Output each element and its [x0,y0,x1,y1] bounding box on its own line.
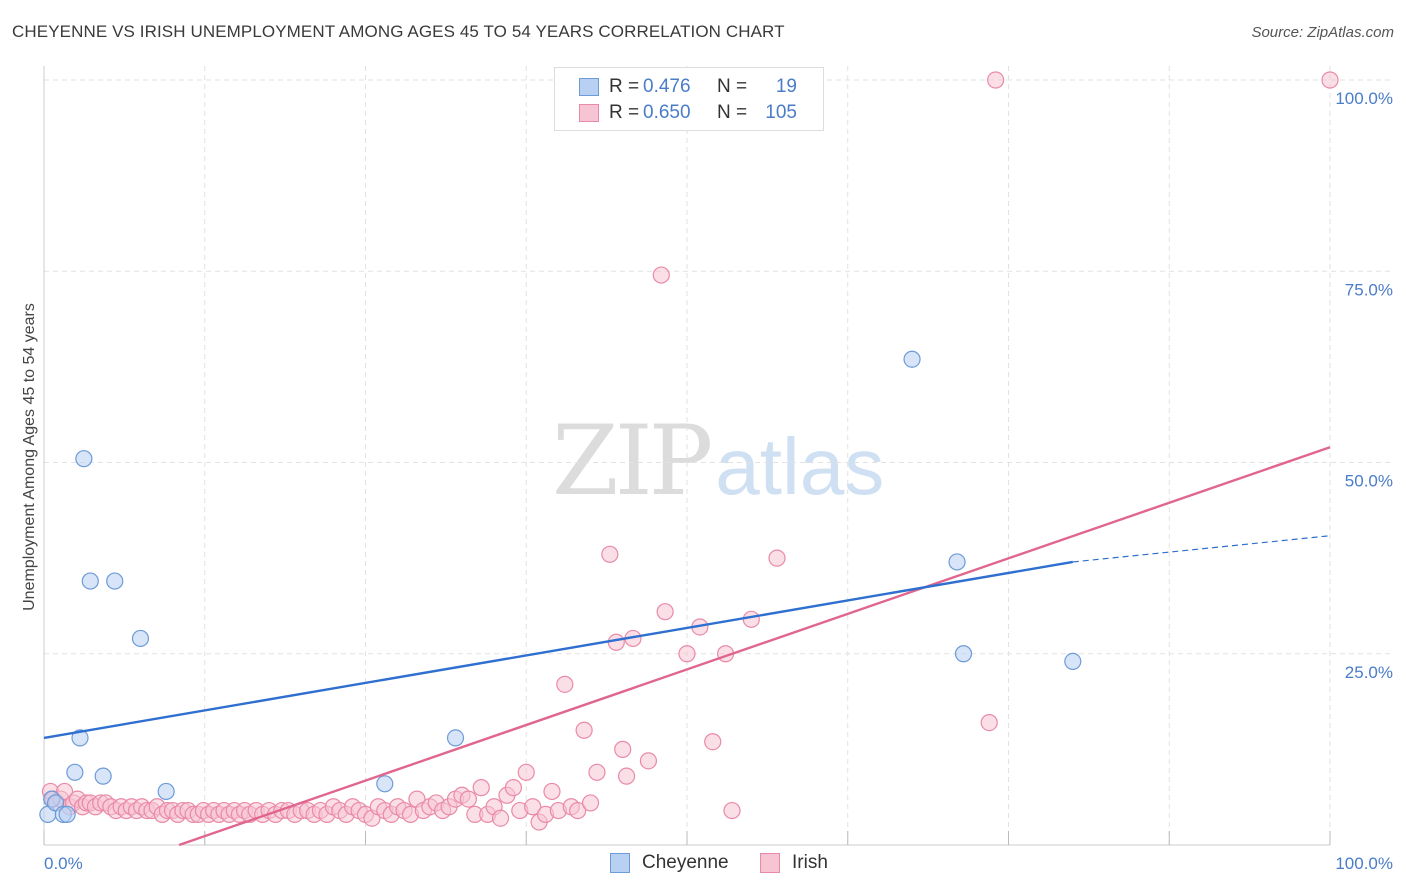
cheyenne-legend-swatch [610,853,630,873]
irish-point [1321,71,1339,89]
series-legend: Cheyenne Irish [0,852,1406,878]
irish-point [704,733,722,751]
cheyenne-point [94,767,112,785]
irish-point [524,798,542,816]
cheyenne-point [66,763,84,781]
irish-point [569,801,587,820]
irish-point [575,721,593,739]
cheyenne-point [954,645,973,663]
source-credit: Source: ZipAtlas.com [1251,24,1394,41]
legend-n-label: N = [717,76,748,97]
irish-point [601,545,619,563]
trend-layer [43,446,1331,847]
cheyenne-point [81,572,99,590]
cheyenne-trendline-extension [1072,535,1331,563]
cheyenne-point [75,450,93,468]
legend-item-irish: Irish [760,852,828,874]
cheyenne-point [376,775,394,793]
legend-n-value: 19 [775,76,797,97]
axis-layer [43,66,1331,846]
cheyenne-point [903,350,921,368]
irish-legend-swatch [760,853,780,873]
irish-legend-label: Irish [792,852,828,873]
irish-point [588,763,606,781]
legend-row-cheyenne: R = 0.476 N = 19 [579,75,797,99]
irish-point [472,779,490,797]
legend-r-value: 0.650 [643,102,691,123]
cheyenne-point [948,553,966,571]
irish-point [678,645,696,663]
cheyenne-swatch [579,78,599,96]
correlation-legend: R = 0.476 N = 19 R = 0.650 N = 105 [554,67,824,131]
irish-point [652,266,670,284]
legend-r-label: R = [609,102,640,123]
watermark: ZIPatlas [552,405,884,517]
cheyenne-point [106,572,124,590]
cheyenne-trendline [43,560,1074,740]
irish-point [607,633,625,651]
cheyenne-point [157,782,175,801]
irish-swatch [579,104,599,122]
irish-point [581,794,600,812]
irish-point [639,752,658,770]
cheyenne-point [71,729,89,747]
irish-trendline [178,446,1331,847]
irish-point [617,767,636,785]
irish-point [543,782,561,801]
points-layer [39,71,1339,831]
y-tick-label: 25.0% [1345,663,1393,682]
irish-point [504,779,522,797]
irish-point [656,603,674,621]
cheyenne-point [446,729,465,747]
cheyenne-point [58,805,76,824]
irish-point [768,549,786,567]
irish-point [459,790,477,808]
x-tick-label: 0.0% [44,854,83,873]
watermark-zip: ZIP [552,405,713,517]
irish-point [980,713,998,732]
irish-point [517,763,535,781]
cheyenne-point [1064,652,1082,671]
chart-title: CHEYENNE VS IRISH UNEMPLOYMENT AMONG AGE… [12,22,785,41]
legend-n-value: 105 [765,102,797,123]
legend-row-irish: R = 0.650 N = 105 [579,101,797,125]
watermark-atlas: atlas [715,422,885,511]
y-tick-label: 100.0% [1335,89,1393,108]
irish-point [491,809,510,827]
irish-point [614,740,632,758]
legend-item-cheyenne: Cheyenne [610,852,729,874]
legend-r-value: 0.476 [643,76,691,97]
cheyenne-legend-label: Cheyenne [642,852,729,873]
grid-layer [44,66,1390,845]
irish-point [556,675,574,693]
cheyenne-point [131,629,150,648]
irish-point [987,71,1005,89]
x-tick-label: 100.0% [1335,854,1393,873]
y-tick-label: 50.0% [1345,472,1393,491]
irish-point [723,801,741,820]
legend-r-label: R = [609,76,640,97]
irish-point [55,782,74,801]
legend-n-label: N = [717,102,748,123]
y-tick-label: 75.0% [1345,280,1393,299]
ticks-layer: 25.0% 50.0% 75.0% 100.0% 0.0% 100.0% [44,89,1393,873]
irish-point [742,610,760,628]
